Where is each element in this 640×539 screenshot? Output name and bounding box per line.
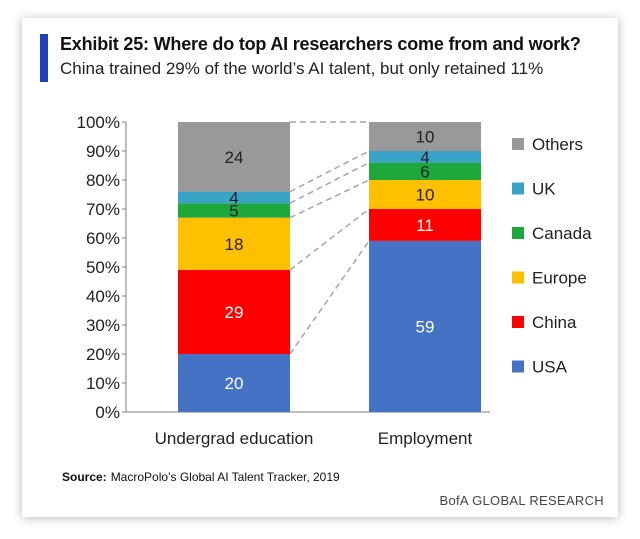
data-label: 20: [225, 374, 244, 393]
bar-segment-china: [178, 269, 290, 354]
y-tick-label: 20%: [86, 345, 120, 364]
y-tick-label: 90%: [86, 142, 120, 161]
legend-swatch-usa: [512, 360, 524, 373]
legend-label: Others: [532, 135, 583, 154]
title-accent-bar: [40, 34, 48, 82]
data-label: 10: [416, 186, 435, 205]
source-text: MacroPolo’s Global AI Talent Tracker, 20…: [110, 470, 340, 484]
source-label: Source:: [62, 470, 107, 484]
y-tick-label: 100%: [77, 113, 120, 132]
data-label: 11: [416, 216, 434, 235]
bar-segment-europe: [178, 217, 290, 270]
data-label: 18: [225, 235, 244, 254]
y-tick-label: 40%: [86, 287, 120, 306]
connector-line: [289, 150, 370, 193]
legend-label: Europe: [532, 269, 587, 288]
connector-line: [289, 179, 370, 219]
bar-segment-others: [369, 122, 481, 151]
y-tick-label: 0%: [95, 403, 120, 422]
exhibit-subtitle: China trained 29% of the world’s AI tale…: [60, 59, 544, 78]
connector-line: [289, 161, 370, 204]
legend-swatch-china: [512, 316, 524, 328]
y-tick-label: 60%: [86, 229, 120, 248]
bar-segment-europe: [369, 180, 481, 209]
exhibit-title: Exhibit 25: Where do top AI researchers …: [60, 34, 581, 54]
legend-swatch-others: [512, 138, 524, 150]
legend-swatch-canada: [512, 227, 524, 239]
x-category-label: Undergrad education: [155, 429, 314, 448]
legend-label: Canada: [532, 224, 592, 243]
legend-swatch-uk: [512, 182, 524, 195]
data-label: 10: [416, 128, 435, 147]
footer-brand: BofA GLOBAL RESEARCH: [439, 493, 604, 508]
bar-segment-usa: [178, 354, 290, 412]
legend-label: UK: [532, 180, 556, 199]
connector-line: [289, 240, 370, 355]
y-tick-label: 10%: [86, 374, 120, 393]
legend-label: USA: [532, 358, 568, 377]
exhibit-card: [22, 18, 618, 517]
bar-segment-uk: [178, 191, 290, 204]
connector-line: [289, 208, 370, 271]
data-label: 5: [229, 201, 238, 220]
data-label: 4: [229, 188, 238, 207]
x-category-label: Employment: [378, 429, 473, 448]
data-label: 59: [416, 317, 435, 336]
y-tick-label: 50%: [86, 258, 120, 277]
legend-label: China: [532, 313, 577, 332]
data-label: 24: [225, 148, 244, 167]
bar-segment-uk: [369, 151, 481, 163]
data-label: 4: [420, 148, 429, 167]
data-label: 6: [420, 162, 429, 181]
y-tick-label: 80%: [86, 171, 120, 190]
bar-segment-usa: [369, 240, 481, 412]
bar-segment-canada: [178, 203, 290, 218]
legend-swatch-europe: [512, 271, 524, 284]
y-tick-label: 70%: [86, 200, 120, 219]
bar-segment-others: [178, 122, 290, 192]
bar-segment-china: [369, 209, 481, 241]
data-label: 29: [225, 303, 244, 322]
y-tick-label: 30%: [86, 316, 120, 335]
bar-segment-canada: [369, 162, 481, 180]
source-note: Source: MacroPolo’s Global AI Talent Trac…: [62, 470, 340, 484]
